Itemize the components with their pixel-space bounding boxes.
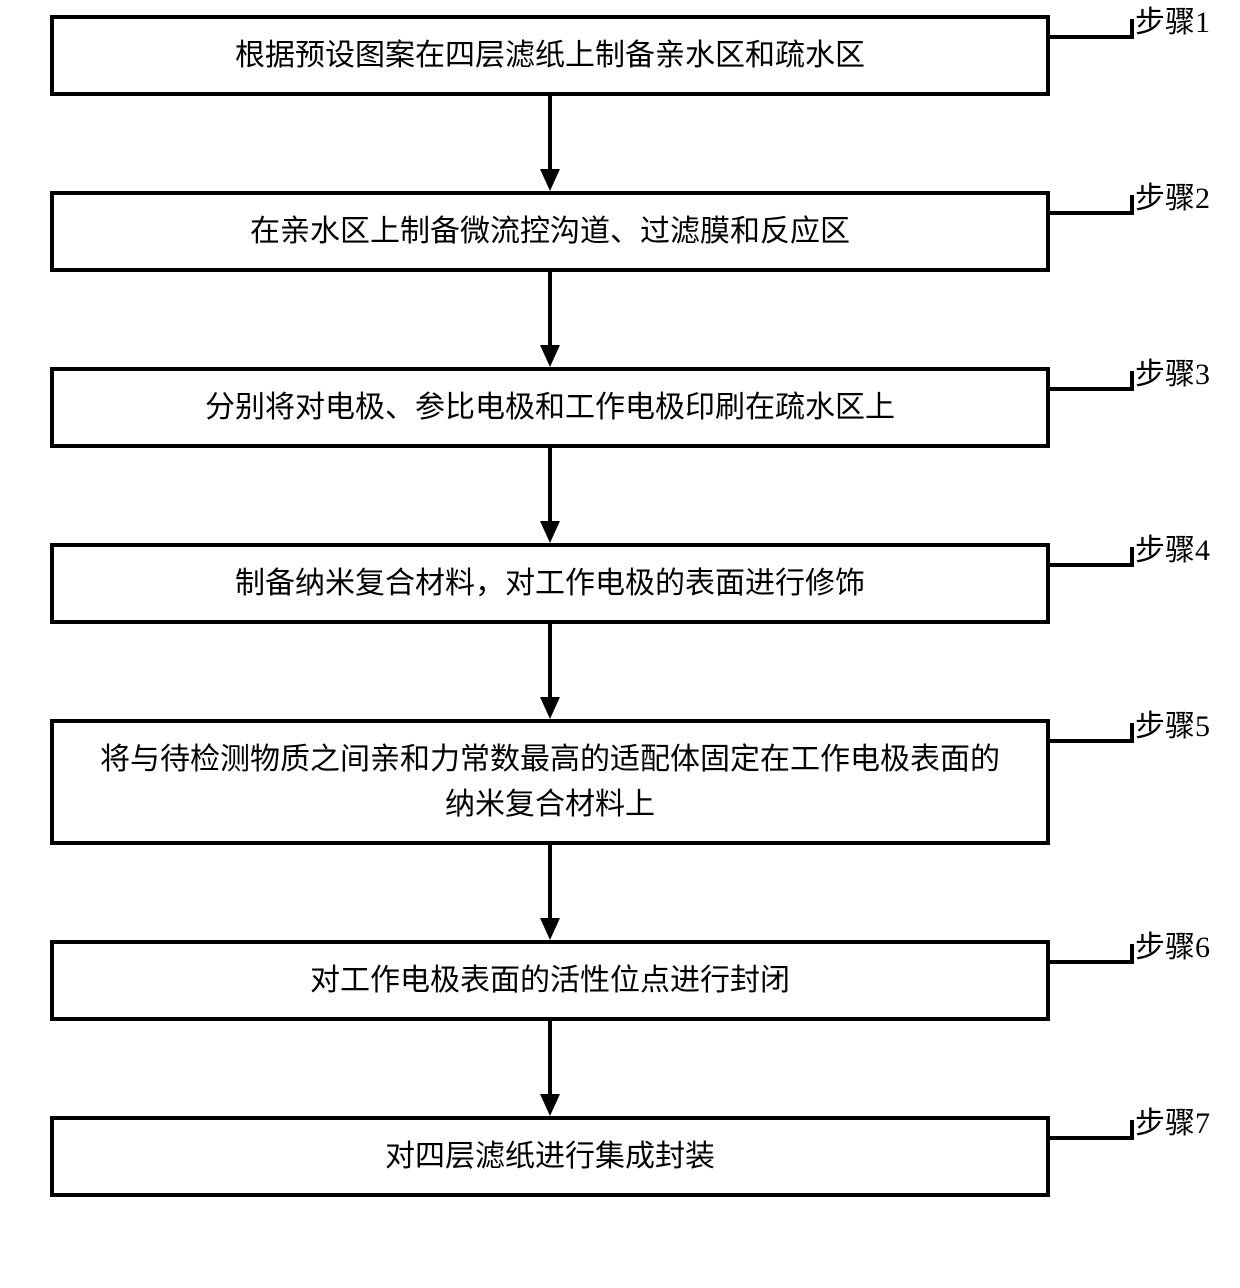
flowchart-step-row: 在亲水区上制备微流控沟道、过滤膜和反应区 步骤2 — [50, 191, 1190, 272]
flowchart-step-box: 根据预设图案在四层滤纸上制备亲水区和疏水区 — [50, 15, 1050, 96]
connector-line — [1050, 960, 1130, 964]
connector-line — [1050, 387, 1130, 391]
flowchart-step-row: 对四层滤纸进行集成封装 步骤7 — [50, 1116, 1190, 1197]
step-label: 步骤5 — [1135, 701, 1210, 745]
step-text: 对工作电极表面的活性位点进行封闭 — [310, 958, 790, 1003]
connector-line — [1050, 739, 1130, 743]
flowchart-step-row: 将与待检测物质之间亲和力常数最高的适配体固定在工作电极表面的纳米复合材料上 步骤… — [50, 719, 1190, 845]
step-label: 步骤7 — [1135, 1098, 1210, 1142]
step-label: 步骤3 — [1135, 349, 1210, 393]
connector-line — [1050, 563, 1130, 567]
flowchart-step-row: 制备纳米复合材料，对工作电极的表面进行修饰 步骤4 — [50, 543, 1190, 624]
step-label: 步骤6 — [1135, 922, 1210, 966]
connector-line — [1050, 1136, 1130, 1140]
step-label: 步骤2 — [1135, 173, 1210, 217]
arrow-down-icon — [530, 624, 570, 719]
arrow-down-icon — [530, 1021, 570, 1116]
arrow-container — [50, 845, 1050, 940]
connector-line — [1050, 35, 1130, 39]
arrow-container — [50, 1021, 1050, 1116]
flowchart-step-box: 将与待检测物质之间亲和力常数最高的适配体固定在工作电极表面的纳米复合材料上 — [50, 719, 1050, 845]
step-text: 将与待检测物质之间亲和力常数最高的适配体固定在工作电极表面的纳米复合材料上 — [94, 737, 1006, 827]
step-text: 制备纳米复合材料，对工作电极的表面进行修饰 — [235, 561, 865, 606]
flowchart-step-row: 根据预设图案在四层滤纸上制备亲水区和疏水区 步骤1 — [50, 15, 1190, 96]
arrow-container — [50, 96, 1050, 191]
arrow-down-icon — [530, 96, 570, 191]
flowchart-step-row: 分别将对电极、参比电极和工作电极印刷在疏水区上 步骤3 — [50, 367, 1190, 448]
arrow-container — [50, 448, 1050, 543]
step-text: 在亲水区上制备微流控沟道、过滤膜和反应区 — [250, 209, 850, 254]
flowchart-step-row: 对工作电极表面的活性位点进行封闭 步骤6 — [50, 940, 1190, 1021]
connector-line — [1050, 211, 1130, 215]
flowchart-step-box: 对四层滤纸进行集成封装 — [50, 1116, 1050, 1197]
step-label: 步骤4 — [1135, 525, 1210, 569]
flowchart-step-box: 分别将对电极、参比电极和工作电极印刷在疏水区上 — [50, 367, 1050, 448]
arrow-container — [50, 624, 1050, 719]
step-label: 步骤1 — [1135, 0, 1210, 41]
flowchart-step-box: 在亲水区上制备微流控沟道、过滤膜和反应区 — [50, 191, 1050, 272]
arrow-down-icon — [530, 448, 570, 543]
arrow-down-icon — [530, 272, 570, 367]
step-text: 根据预设图案在四层滤纸上制备亲水区和疏水区 — [235, 33, 865, 78]
flowchart-container: 根据预设图案在四层滤纸上制备亲水区和疏水区 步骤1 在亲水区上制备微流控沟道、过… — [50, 15, 1190, 1197]
arrow-container — [50, 272, 1050, 367]
flowchart-step-box: 对工作电极表面的活性位点进行封闭 — [50, 940, 1050, 1021]
arrow-down-icon — [530, 845, 570, 940]
step-text: 对四层滤纸进行集成封装 — [385, 1134, 715, 1179]
flowchart-step-box: 制备纳米复合材料，对工作电极的表面进行修饰 — [50, 543, 1050, 624]
step-text: 分别将对电极、参比电极和工作电极印刷在疏水区上 — [205, 385, 895, 430]
